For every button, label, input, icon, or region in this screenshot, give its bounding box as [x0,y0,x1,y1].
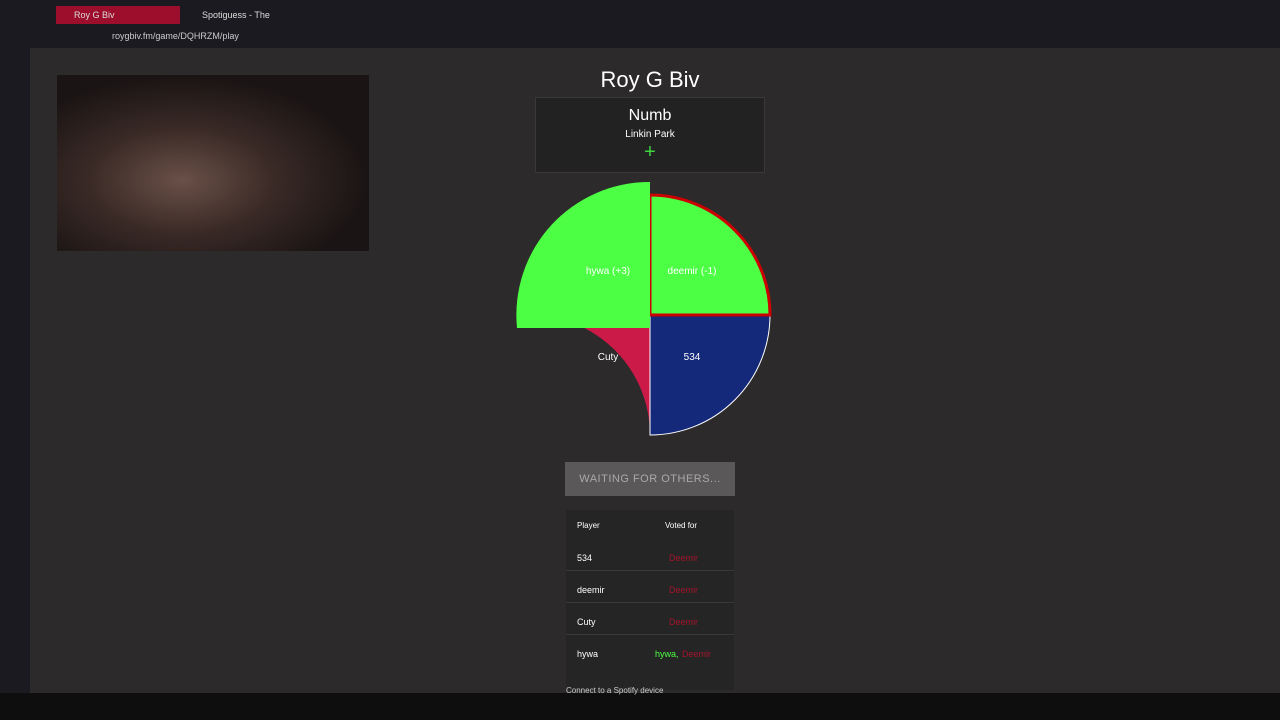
player-name: deemir [577,585,605,595]
table-header: Voted for [665,521,698,530]
wheel-label: hywa (+3) [586,266,630,277]
wheel-label: Cuty [598,352,619,363]
add-icon[interactable]: + [644,141,656,163]
address-bar [0,28,1280,48]
song-artist: Linkin Park [625,129,675,140]
player-name: Cuty [577,617,596,627]
vote: Deemir [669,553,699,563]
tab-bar [0,0,1280,28]
vote: Deemir [669,585,699,595]
song-card [535,97,765,173]
song-title: Numb [628,107,672,124]
tab[interactable]: Spotiguess - The Ultimate [202,10,270,38]
url[interactable]: roygbiv.fm/game/DQHRZM/play [112,31,239,41]
wait-button[interactable]: WAITING FOR OTHERS... [565,462,735,496]
player-name: 534 [577,553,593,563]
vote: hywa, [655,649,679,659]
row-divider [566,634,734,635]
wheel-label: 534 [684,352,701,363]
tab-active[interactable]: Roy G Biv [56,6,180,24]
row-divider [566,602,734,603]
footer[interactable]: Connect to a Spotify device [566,686,664,695]
player-name: hywa [577,649,599,659]
table-header: Player [577,521,600,530]
vote: Deemir [669,617,699,627]
webcam [57,75,369,251]
game-title: Roy G Biv [600,67,700,92]
bottom-bar [0,693,1280,720]
wheel: hywa (+3) deemir (-1) Cuty 534 [516,181,772,436]
vote: Deemir [682,649,712,659]
vote-table [566,510,734,690]
wheel-label: deemir (-1) [668,266,717,277]
sidebar [0,48,30,693]
row-divider [566,570,734,571]
